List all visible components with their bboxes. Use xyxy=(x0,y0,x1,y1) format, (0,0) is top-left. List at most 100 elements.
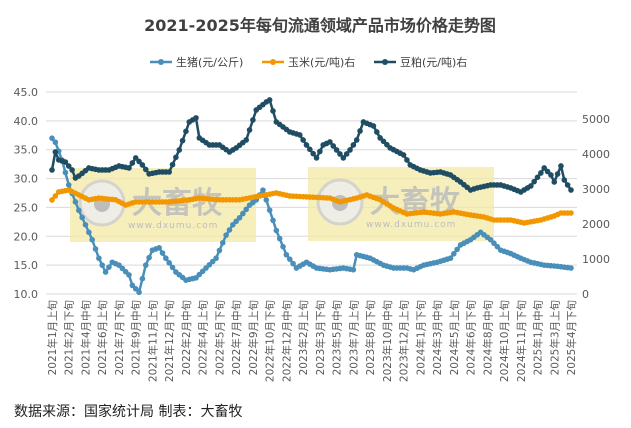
data-point xyxy=(564,182,571,188)
x-tick-label: 2025年4月下旬 xyxy=(565,300,578,375)
data-point xyxy=(132,155,139,161)
data-point xyxy=(313,155,320,161)
data-point xyxy=(531,178,537,185)
x-tick-label: 2021年11月上旬 xyxy=(146,300,159,382)
y-axis-right: 0 1000 2000 3000 4000 5000 xyxy=(582,113,610,301)
x-tick-label: 2023年12月上旬 xyxy=(398,300,411,382)
data-point xyxy=(548,172,554,178)
data-point xyxy=(400,152,407,158)
y-left-tick-label: 20.0 xyxy=(14,230,39,243)
data-point xyxy=(296,132,303,138)
legend: 生猪(元/公斤) 玉米(元/吨)右 豆粕(元/吨)右 xyxy=(150,55,467,69)
watermark-url: www.dxumu.com xyxy=(366,220,456,230)
data-point xyxy=(454,246,460,253)
x-tick-label: 2023年7月上旬 xyxy=(347,300,360,375)
x-tick-label: 2024年3月中旬 xyxy=(431,300,444,375)
data-point xyxy=(343,151,350,157)
data-point xyxy=(166,169,172,175)
data-point xyxy=(350,266,357,273)
y-right-tick-label: 2000 xyxy=(582,218,610,231)
x-tick-label: 2022年2月中旬 xyxy=(180,300,193,375)
x-tick-label: 2024年10月上旬 xyxy=(498,300,511,382)
y-right-tick-label: 4000 xyxy=(582,148,610,161)
data-point xyxy=(142,262,149,268)
data-point xyxy=(276,235,283,242)
data-point xyxy=(337,151,343,157)
data-point xyxy=(327,139,333,145)
data-point xyxy=(52,139,59,146)
data-point xyxy=(350,142,357,148)
data-point xyxy=(558,163,564,169)
y-left-tick-label: 35.0 xyxy=(14,144,39,157)
data-point xyxy=(52,149,59,155)
source-note: 数据来源：国家统计局 制表：大畜牧 xyxy=(14,403,242,420)
x-tick-label: 2025年3月上旬 xyxy=(548,300,561,375)
data-point xyxy=(330,143,337,149)
y-right-tick-label: 0 xyxy=(582,288,589,301)
data-point xyxy=(528,183,534,189)
data-point xyxy=(250,117,256,123)
data-point xyxy=(49,197,55,203)
data-point xyxy=(139,275,146,282)
data-point xyxy=(541,165,548,171)
data-point xyxy=(219,240,226,246)
x-tick-label: 2024年11月下旬 xyxy=(515,300,528,382)
data-point xyxy=(317,148,323,155)
data-point xyxy=(233,218,239,225)
data-point xyxy=(49,167,55,173)
data-point xyxy=(65,163,72,169)
data-point xyxy=(240,210,246,217)
x-tick-label: 2024年1月下旬 xyxy=(414,300,427,375)
x-tick-label: 2022年12月中旬 xyxy=(280,300,293,382)
data-point xyxy=(494,243,501,250)
x-tick-label: 2021年6月上旬 xyxy=(96,300,109,375)
data-point xyxy=(92,246,99,252)
data-point xyxy=(236,215,243,221)
data-point xyxy=(561,177,568,183)
data-point xyxy=(370,123,377,129)
x-tick-label: 2022年7月中旬 xyxy=(230,300,243,375)
data-point xyxy=(266,97,273,103)
data-point xyxy=(487,236,494,243)
data-point xyxy=(230,221,236,228)
x-tick-label: 2023年8月下旬 xyxy=(364,300,377,375)
y-left-tick-label: 15.0 xyxy=(14,259,39,272)
data-point xyxy=(132,286,139,292)
legend-item: 玉米(元/吨)右 xyxy=(262,55,355,69)
y-left-tick-label: 45.0 xyxy=(14,86,39,99)
data-point xyxy=(290,260,296,267)
data-point xyxy=(183,128,189,135)
data-point xyxy=(193,115,199,121)
data-point xyxy=(136,289,142,296)
data-point xyxy=(538,170,544,176)
chart-title: 2021-2025年每旬流通领域产品市场价格走势图 xyxy=(144,16,496,35)
data-point xyxy=(447,255,454,262)
data-point xyxy=(179,137,186,144)
data-point xyxy=(136,158,142,165)
data-point xyxy=(568,187,574,193)
legend-marker-icon xyxy=(382,59,388,65)
y-left-tick-label: 10.0 xyxy=(14,288,39,301)
data-point xyxy=(568,265,574,271)
data-point xyxy=(96,255,102,262)
data-point xyxy=(52,193,59,199)
x-tick-label: 2021年4月中旬 xyxy=(79,300,92,375)
data-point xyxy=(69,167,75,173)
data-point xyxy=(79,214,85,221)
data-point xyxy=(49,135,55,141)
data-point xyxy=(283,251,290,258)
x-tick-label: 2025年1月中旬 xyxy=(532,300,545,375)
x-tick-label: 2024年8月中旬 xyxy=(481,300,494,375)
data-point xyxy=(544,168,551,175)
x-tick-label: 2024年5月上旬 xyxy=(448,300,461,375)
legend-label: 豆粕(元/吨)右 xyxy=(400,55,467,69)
data-point xyxy=(300,137,306,143)
y-right-tick-label: 3000 xyxy=(582,183,610,196)
x-tick-label: 2022年4月上旬 xyxy=(197,300,210,375)
x-tick-label: 2023年5月中旬 xyxy=(331,300,344,375)
data-point xyxy=(307,146,313,153)
data-point xyxy=(551,179,558,185)
series-2 xyxy=(49,187,574,226)
x-tick-label: 2021年7月下旬 xyxy=(113,300,126,375)
